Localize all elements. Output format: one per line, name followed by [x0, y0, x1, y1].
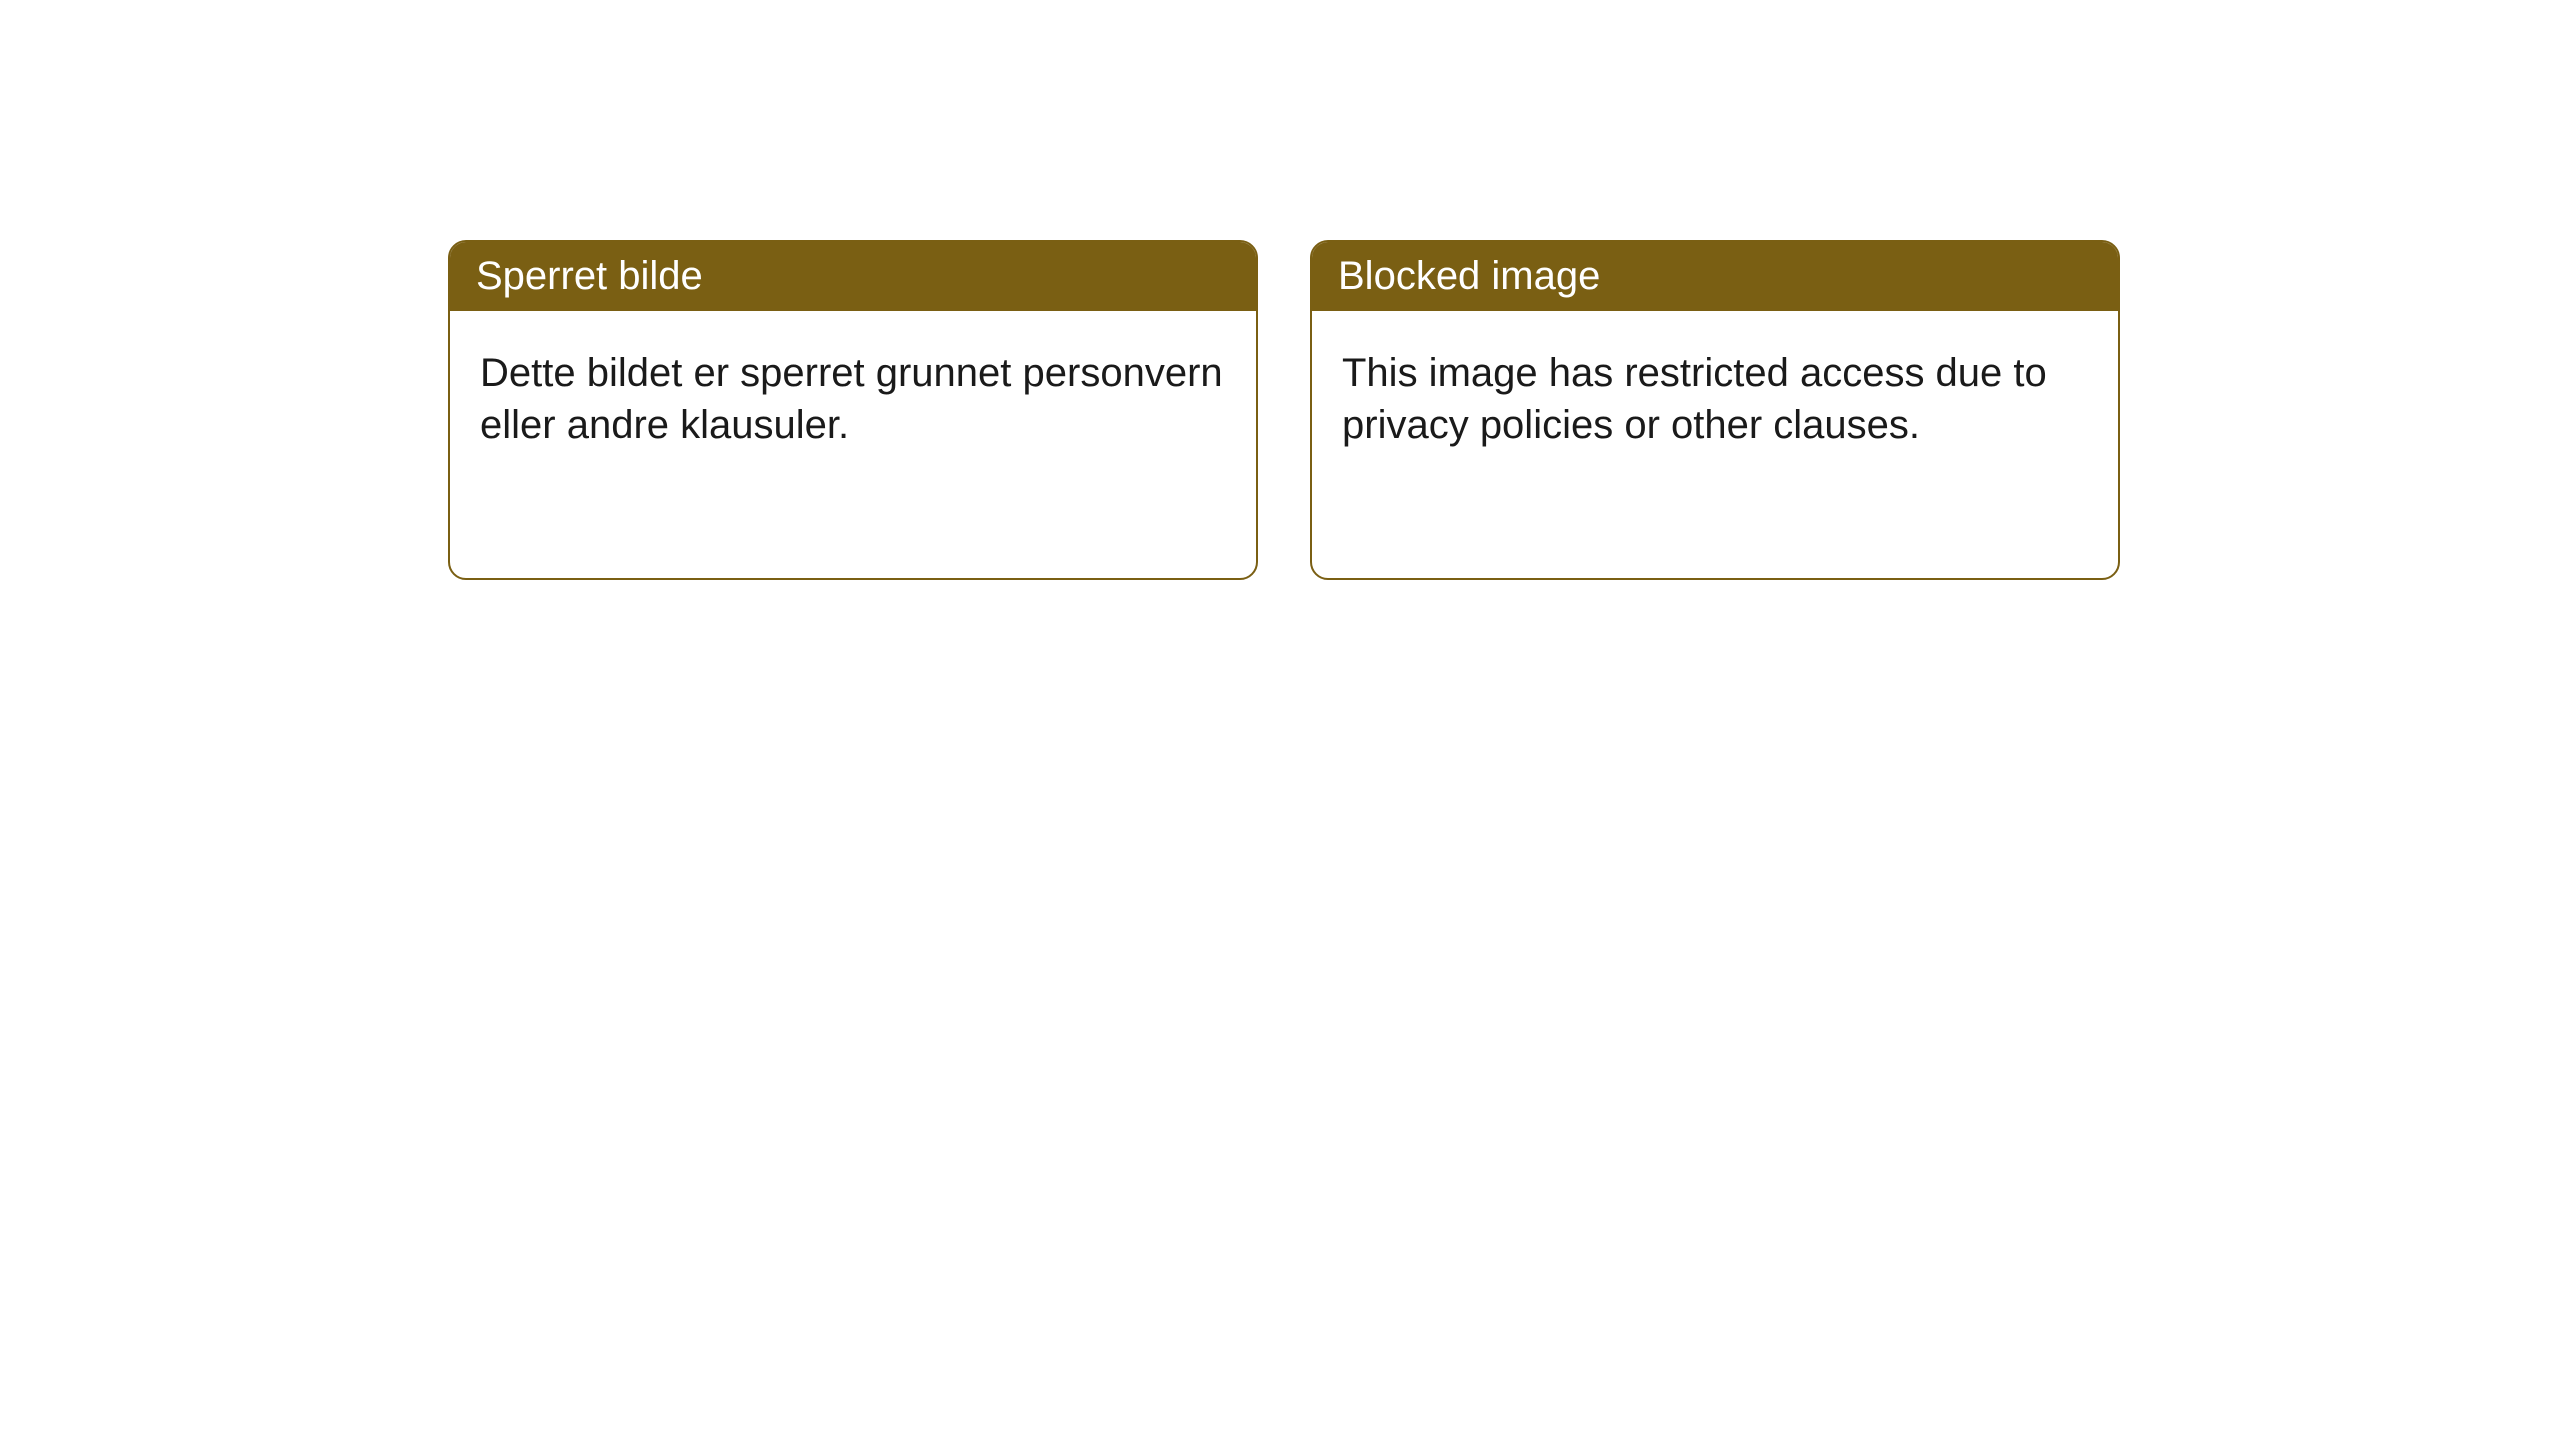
notice-card-english: Blocked image This image has restricted … — [1310, 240, 2120, 580]
notice-title-english: Blocked image — [1312, 242, 2118, 311]
notice-container: Sperret bilde Dette bildet er sperret gr… — [0, 0, 2560, 580]
notice-title-norwegian: Sperret bilde — [450, 242, 1256, 311]
notice-card-norwegian: Sperret bilde Dette bildet er sperret gr… — [448, 240, 1258, 580]
notice-body-english: This image has restricted access due to … — [1312, 311, 2118, 487]
notice-body-norwegian: Dette bildet er sperret grunnet personve… — [450, 311, 1256, 487]
